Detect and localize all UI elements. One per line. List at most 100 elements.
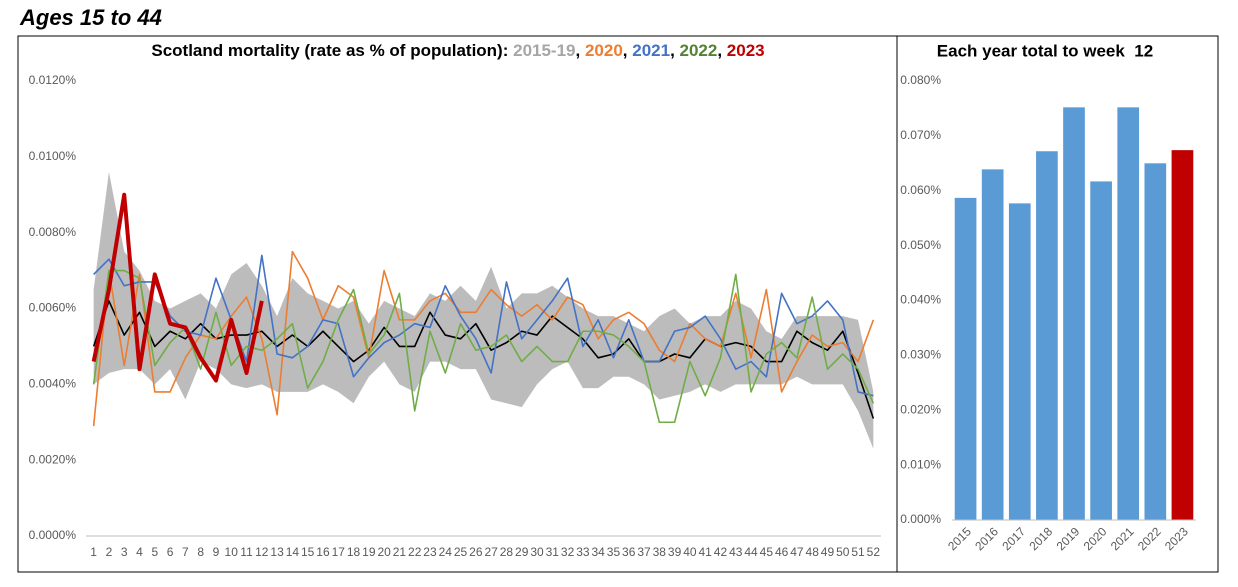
x-tick-label: 5	[151, 545, 158, 559]
y-tick-label: 0.080%	[900, 73, 941, 87]
y-tick-label: 0.040%	[900, 293, 941, 307]
x-tick-label: 51	[851, 545, 865, 559]
x-tick-label: 2022	[1135, 524, 1164, 553]
bar	[1144, 163, 1167, 520]
heading: Ages 15 to 44	[19, 5, 162, 30]
y-tick-label: 0.030%	[900, 348, 941, 362]
x-tick-label: 14	[286, 545, 300, 559]
x-tick-label: 26	[469, 545, 483, 559]
x-tick-label: 2019	[1054, 524, 1083, 553]
legend-entry: 2023	[727, 41, 765, 60]
title-text: Scotland mortality (rate as % of populat…	[151, 41, 513, 60]
y-tick-label: 0.0040%	[29, 377, 77, 391]
y-tick-label: 0.060%	[900, 183, 941, 197]
x-tick-label: 20	[377, 545, 391, 559]
x-tick-label: 19	[362, 545, 376, 559]
bar-frame	[896, 35, 1219, 573]
x-tick-label: 2015	[945, 524, 974, 553]
legend-entry: 2020	[585, 41, 623, 60]
x-tick-label: 13	[270, 545, 284, 559]
x-tick-label: 2	[106, 545, 113, 559]
bar	[981, 169, 1004, 520]
legend-separator: ,	[670, 41, 679, 60]
x-tick-label: 50	[836, 545, 850, 559]
x-tick-label: 24	[439, 545, 453, 559]
x-tick-label: 23	[423, 545, 437, 559]
x-tick-label: 2018	[1026, 524, 1055, 553]
y-tick-label: 0.0020%	[29, 452, 77, 466]
bar	[954, 197, 977, 521]
x-tick-label: 22	[408, 545, 422, 559]
x-tick-label: 15	[301, 545, 315, 559]
x-tick-label: 12	[255, 545, 269, 559]
x-tick-label: 46	[775, 545, 789, 559]
y-tick-label: 0.070%	[900, 128, 941, 142]
x-tick-label: 8	[197, 545, 204, 559]
x-tick-label: 41	[699, 545, 713, 559]
legend-separator: ,	[623, 41, 632, 60]
x-tick-label: 7	[182, 545, 189, 559]
legend-entry: 2015-19	[513, 41, 575, 60]
legend-entry: 2021	[632, 41, 670, 60]
x-tick-label: 16	[316, 545, 330, 559]
x-tick-label: 40	[683, 545, 697, 559]
y-tick-label: 0.0100%	[29, 149, 77, 163]
x-tick-label: 2020	[1081, 524, 1110, 553]
x-tick-label: 1	[90, 545, 97, 559]
y-tick-label: 0.000%	[900, 512, 941, 526]
x-tick-label: 36	[622, 545, 636, 559]
x-tick-label: 44	[744, 545, 758, 559]
y-tick-label: 0.020%	[900, 402, 941, 416]
bar	[1171, 150, 1194, 520]
series-line	[91, 192, 264, 383]
x-tick-label: 28	[500, 545, 514, 559]
series-line	[92, 269, 875, 424]
legend-separator: ,	[576, 41, 585, 60]
x-tick-label: 30	[530, 545, 544, 559]
x-tick-label: 43	[729, 545, 743, 559]
x-tick-label: 33	[576, 545, 590, 559]
x-tick-label: 52	[867, 545, 881, 559]
x-tick-label: 48	[806, 545, 820, 559]
x-tick-label: 35	[607, 545, 621, 559]
y-tick-label: 0.0060%	[29, 301, 77, 315]
x-tick-label: 10	[225, 545, 239, 559]
x-tick-label: 45	[760, 545, 774, 559]
x-tick-label: 2017	[999, 524, 1028, 553]
x-tick-label: 32	[561, 545, 575, 559]
series-line	[93, 254, 874, 397]
y-tick-label: 0.0080%	[29, 225, 77, 239]
legend-entry: 2022	[680, 41, 718, 60]
x-tick-label: 37	[637, 545, 651, 559]
y-tick-label: 0.050%	[900, 238, 941, 252]
x-tick-label: 47	[790, 545, 804, 559]
x-tick-label: 21	[393, 545, 407, 559]
series-line	[92, 250, 875, 427]
x-tick-label: 38	[653, 545, 667, 559]
x-tick-label: 34	[591, 545, 605, 559]
x-tick-label: 25	[454, 545, 468, 559]
x-tick-label: 17	[332, 545, 346, 559]
x-tick-label: 9	[213, 545, 220, 559]
y-tick-label: 0.010%	[900, 457, 941, 471]
x-tick-label: 31	[546, 545, 560, 559]
y-tick-label: 0.0000%	[29, 528, 77, 542]
x-tick-label: 49	[821, 545, 835, 559]
x-tick-label: 4	[136, 545, 143, 559]
chart-title: Scotland mortality (rate as % of populat…	[151, 41, 764, 60]
bar	[1036, 151, 1058, 521]
x-tick-label: 27	[484, 545, 498, 559]
bar	[1117, 107, 1140, 520]
x-tick-label: 2021	[1108, 524, 1137, 553]
x-tick-label: 6	[167, 545, 174, 559]
x-tick-label: 11	[240, 545, 253, 559]
x-tick-label: 2016	[972, 524, 1001, 553]
chart-title: Each year total to week 12	[937, 41, 1153, 60]
bar	[1063, 107, 1085, 520]
x-tick-label: 18	[347, 545, 361, 559]
legend-separator: ,	[717, 41, 726, 60]
x-tick-label: 42	[714, 545, 728, 559]
x-tick-label: 3	[121, 545, 128, 559]
bar	[1090, 181, 1112, 520]
